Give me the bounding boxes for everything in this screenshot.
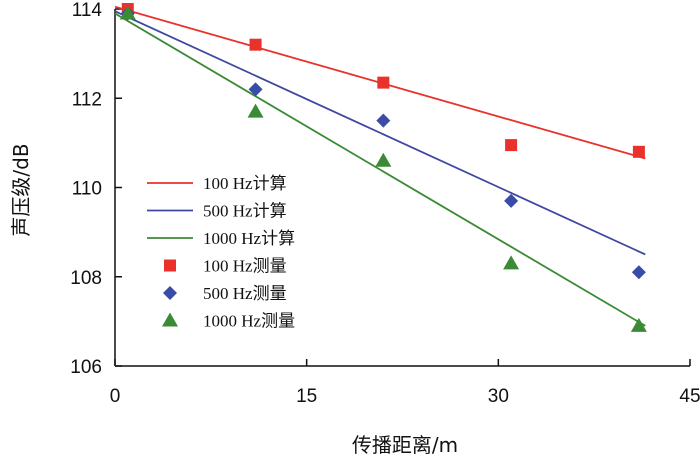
legend-item: 1000 Hz测量	[162, 312, 295, 331]
x-axis-title: 传播距离/m	[352, 433, 458, 457]
legend-label: 100 Hz测量	[203, 257, 287, 276]
x-tick-label: 45	[679, 386, 700, 407]
legend-marker-triangle	[162, 312, 178, 327]
x-tick-label: 30	[488, 386, 509, 407]
y-axis-title: 声压级/dB	[9, 143, 33, 236]
data-point-diamond	[631, 265, 646, 280]
data-point-triangle	[375, 152, 392, 167]
data-point-square	[505, 139, 518, 152]
plot-area	[114, 3, 647, 332]
legend-item: 1000 Hz计算	[147, 229, 295, 248]
legend-label: 500 Hz测量	[203, 284, 287, 303]
data-point-diamond	[248, 82, 263, 97]
data-point-diamond	[504, 193, 519, 208]
data-point-square	[377, 76, 390, 89]
legend-item: 500 Hz测量	[163, 284, 287, 303]
legend-label: 1000 Hz测量	[203, 312, 295, 331]
y-tick-label: 106	[70, 357, 102, 378]
data-point-triangle	[247, 103, 264, 118]
series-1	[114, 10, 646, 256]
legend-label: 500 Hz计算	[203, 202, 287, 221]
legend-item: 500 Hz计算	[147, 202, 287, 221]
series-line	[114, 10, 646, 256]
series-4	[120, 6, 646, 280]
series-2	[114, 12, 646, 327]
data-point-square	[249, 38, 262, 51]
y-tick-label: 108	[70, 268, 102, 289]
data-point-triangle	[119, 5, 136, 20]
data-point-triangle	[503, 255, 520, 270]
data-point-square	[632, 145, 645, 158]
series-line	[114, 12, 646, 327]
data-point-diamond	[376, 113, 391, 128]
legend-label: 1000 Hz计算	[203, 229, 295, 248]
y-tick-label: 112	[72, 89, 102, 110]
legend-marker-square	[164, 259, 176, 272]
legend-label: 100 Hz计算	[203, 174, 287, 193]
legend-item: 100 Hz计算	[147, 174, 287, 193]
y-tick-label: 110	[72, 179, 102, 200]
x-tick-label: 0	[110, 386, 121, 407]
legend-marker-diamond	[163, 286, 177, 300]
y-tick-label: 114	[72, 0, 103, 21]
x-tick-label: 15	[296, 386, 317, 407]
legend: 100 Hz计算 500 Hz计算 1000 Hz计算 100 Hz测量 500 Hz测…	[147, 174, 295, 331]
series-5	[119, 5, 647, 332]
data-point-triangle	[630, 317, 647, 332]
axes: 106 108 110 112 114 0 15 30 45	[70, 0, 700, 407]
legend-item: 100 Hz测量	[164, 257, 287, 276]
